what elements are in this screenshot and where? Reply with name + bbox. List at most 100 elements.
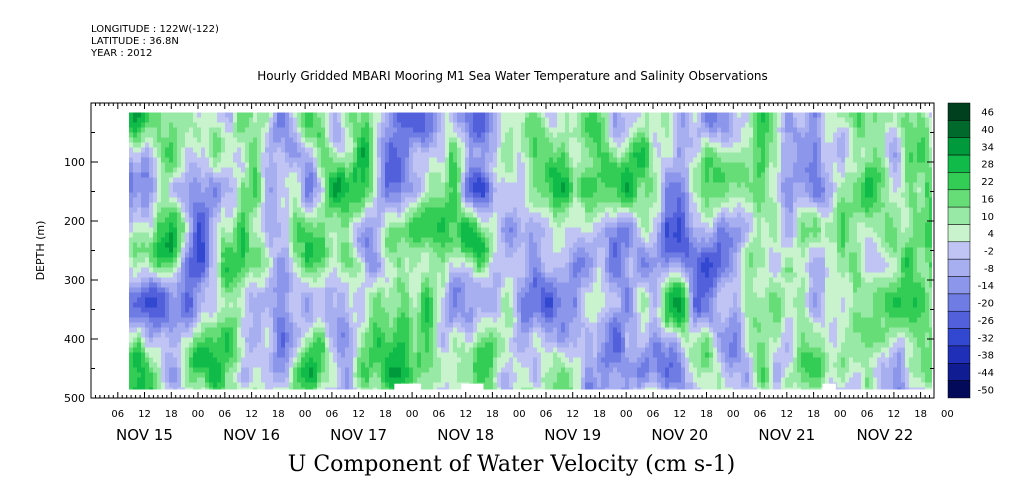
heatmap-cell: [269, 287, 273, 293]
heatmap-cell: [285, 322, 289, 328]
heatmap-cell: [305, 197, 309, 203]
heatmap-cell: [201, 287, 205, 293]
heatmap-cell: [221, 382, 225, 388]
heatmap-cell: [209, 227, 213, 233]
heatmap-cell: [457, 277, 461, 283]
heatmap-cell: [213, 337, 217, 343]
heatmap-cell: [325, 332, 329, 338]
heatmap-cell: [449, 217, 453, 223]
heatmap-cell: [189, 367, 193, 373]
heatmap-cell: [437, 292, 441, 298]
heatmap-cell: [133, 202, 137, 208]
heatmap-cell: [301, 302, 305, 308]
heatmap-cell: [305, 327, 309, 333]
heatmap-cell: [237, 287, 241, 293]
heatmap-cell: [165, 372, 169, 378]
heatmap-cell: [221, 377, 225, 383]
heatmap-cell: [197, 222, 201, 228]
heatmap-cell: [245, 237, 249, 243]
heatmap-cell: [153, 272, 157, 278]
heatmap-cell: [369, 222, 373, 228]
heatmap-cell: [337, 172, 341, 178]
heatmap-cell: [401, 237, 405, 243]
heatmap-cell: [465, 307, 469, 313]
heatmap-cell: [425, 332, 429, 338]
heatmap-cell: [181, 382, 185, 388]
heatmap-cell: [369, 242, 373, 248]
heatmap-cell: [205, 217, 209, 223]
heatmap-cell: [253, 282, 257, 288]
heatmap-cell: [349, 357, 353, 363]
heatmap-cell: [285, 202, 289, 208]
heatmap-cell: [141, 212, 145, 218]
heatmap-cell: [193, 237, 197, 243]
heatmap-cell: [273, 312, 277, 318]
heatmap-cell: [289, 172, 293, 178]
heatmap-cell: [285, 382, 289, 388]
heatmap-cell: [245, 352, 249, 358]
heatmap-cell: [441, 327, 445, 333]
heatmap-cell: [353, 152, 357, 158]
heatmap-cell: [141, 162, 145, 168]
heatmap-cell: [173, 192, 177, 198]
heatmap-cell: [129, 152, 133, 158]
heatmap-cell: [329, 292, 333, 298]
heatmap-cell: [421, 132, 425, 138]
heatmap-cell: [193, 247, 197, 253]
heatmap-cell: [373, 352, 377, 358]
heatmap-cell: [441, 252, 445, 258]
heatmap-cell: [309, 312, 313, 318]
heatmap-cell: [161, 287, 165, 293]
heatmap-cell: [189, 157, 193, 163]
heatmap-cell: [365, 177, 369, 183]
heatmap-cell: [401, 132, 405, 138]
heatmap-cell: [261, 232, 265, 238]
heatmap-cell: [221, 277, 225, 283]
heatmap-cell: [365, 172, 369, 178]
heatmap-cell: [417, 272, 421, 278]
heatmap-cell: [197, 217, 201, 223]
heatmap-cell: [341, 212, 345, 218]
heatmap-cell: [145, 112, 149, 118]
heatmap-cell: [225, 162, 229, 168]
heatmap-cell: [221, 212, 225, 218]
heatmap-cell: [277, 342, 281, 348]
heatmap-cell: [169, 252, 173, 258]
heatmap-cell: [209, 187, 213, 193]
heatmap-cell: [305, 267, 309, 273]
heatmap-cell: [305, 322, 309, 328]
heatmap-cell: [413, 282, 417, 288]
heatmap-cell: [149, 267, 153, 273]
heatmap-cell: [193, 342, 197, 348]
heatmap-cell: [341, 387, 345, 390]
heatmap-cell: [149, 112, 153, 118]
heatmap-cell: [477, 272, 481, 278]
heatmap-cell: [393, 312, 397, 318]
heatmap-cell: [437, 387, 441, 390]
heatmap-cell: [393, 287, 397, 293]
heatmap-cell: [465, 142, 469, 148]
heatmap-cell: [173, 257, 177, 263]
heatmap-cell: [273, 167, 277, 173]
heatmap-cell: [269, 327, 273, 333]
heatmap-cell: [381, 367, 385, 373]
heatmap-cell: [437, 377, 441, 383]
heatmap-cell: [193, 362, 197, 368]
heatmap-cell: [473, 362, 477, 368]
heatmap-cell: [141, 342, 145, 348]
heatmap-cell: [301, 117, 305, 123]
heatmap-cell: [333, 152, 337, 158]
heatmap-cell: [169, 177, 173, 183]
heatmap-cell: [213, 377, 217, 383]
heatmap-cell: [365, 347, 369, 353]
heatmap-cell: [149, 192, 153, 198]
heatmap-cell: [265, 157, 269, 163]
heatmap-cell: [237, 217, 241, 223]
heatmap-cell: [397, 347, 401, 353]
heatmap-cell: [269, 347, 273, 353]
heatmap-cell: [409, 242, 413, 248]
heatmap-cell: [197, 362, 201, 368]
heatmap-cell: [313, 362, 317, 368]
heatmap-cell: [409, 342, 413, 348]
heatmap-cell: [209, 332, 213, 338]
